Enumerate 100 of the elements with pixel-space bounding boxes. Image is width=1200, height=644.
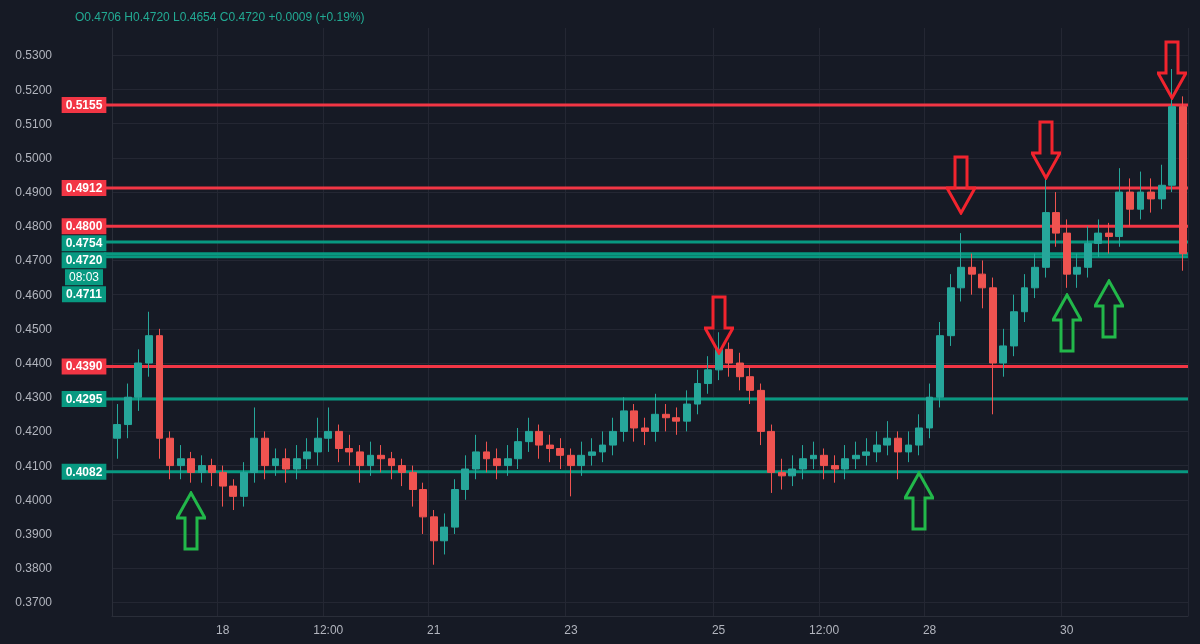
y-tick-label: 0.4300	[15, 390, 53, 405]
candlestick	[504, 444, 512, 477]
y-tick-label: 0.4600	[15, 287, 53, 302]
candlestick	[672, 406, 680, 436]
candlestick	[1179, 95, 1187, 272]
candlestick	[1031, 253, 1039, 299]
candlestick	[736, 352, 744, 391]
candlestick	[303, 437, 311, 470]
candlestick	[261, 430, 269, 480]
x-tick-label: 25	[711, 623, 726, 637]
ref-line-label: 0.4720	[65, 253, 103, 268]
candlestick	[831, 454, 839, 484]
candlestick	[725, 342, 733, 378]
candlestick	[1115, 167, 1123, 248]
y-tick-label: 0.5000	[15, 150, 53, 165]
candlestick	[293, 444, 301, 480]
x-tick-label: 18	[216, 623, 230, 637]
candlestick	[1073, 253, 1081, 289]
candlestick	[345, 434, 353, 467]
candlestick	[124, 383, 132, 439]
candlestick	[683, 389, 691, 432]
candlestick	[556, 437, 564, 470]
y-tick-label: 0.4900	[15, 185, 53, 200]
candlestick	[1137, 171, 1144, 220]
candlestick	[229, 478, 237, 511]
candlestick	[282, 447, 290, 484]
y-tick-label: 0.4000	[15, 492, 53, 507]
candlestick	[250, 406, 258, 484]
candlestick	[483, 441, 490, 473]
candlestick	[799, 444, 807, 480]
candlestick	[757, 383, 765, 446]
candlestick	[240, 461, 248, 508]
candlestick	[1126, 177, 1134, 227]
text: 08:03	[68, 270, 100, 285]
legend-label: 0.4711	[65, 287, 103, 302]
candlestick	[862, 437, 870, 467]
y-tick-label: 0.3900	[15, 526, 53, 541]
candlestick	[314, 417, 322, 467]
candlestick	[915, 413, 923, 456]
candlestick	[841, 444, 849, 480]
y-tick-label: 0.4400	[15, 356, 53, 371]
candlestick	[599, 430, 606, 463]
x-tick-label: 21	[427, 623, 441, 637]
candlestick	[335, 424, 343, 463]
candlestick	[451, 478, 459, 535]
candlestick	[493, 447, 501, 480]
candlestick	[398, 458, 406, 487]
candlestick	[166, 430, 174, 480]
candlestick	[778, 458, 786, 491]
candlestick	[767, 424, 775, 494]
candlestick	[1084, 225, 1092, 279]
candlestick	[356, 444, 364, 484]
ref-line-label: 0.4754	[65, 236, 103, 251]
candlestick	[419, 482, 427, 535]
y-tick-label: 0.4100	[15, 458, 53, 473]
x-tick-label: 12:00	[313, 623, 344, 637]
candlestick	[134, 348, 142, 412]
candlestick	[1021, 273, 1028, 323]
y-tick-label: 0.5100	[15, 116, 53, 131]
candlestick	[788, 454, 796, 487]
y-tick-label: 0.3700	[15, 595, 53, 610]
candlestick	[514, 427, 522, 470]
candlestick	[630, 403, 638, 443]
candlestick	[472, 434, 480, 480]
candlestick	[968, 253, 976, 296]
candlestick	[894, 430, 902, 480]
candlestick	[1105, 222, 1113, 255]
candlestick	[409, 465, 417, 508]
candlestick	[525, 417, 533, 453]
y-tick-label: 0.4700	[15, 253, 53, 268]
x-tick-label: 23	[564, 623, 578, 637]
candlestick	[219, 465, 227, 508]
y-tick-label: 0.4200	[15, 424, 53, 439]
ref-line-label: 0.5155	[65, 97, 103, 112]
candlestick	[367, 441, 374, 477]
y-tick-label: 0.5300	[15, 48, 53, 63]
candlestick	[905, 430, 912, 463]
candlestick	[324, 406, 332, 453]
candlestick	[947, 273, 955, 347]
candlestick	[810, 441, 817, 470]
candlestick	[989, 277, 997, 415]
candlestick	[177, 444, 185, 480]
candlestick	[1052, 191, 1060, 248]
candlestick	[187, 451, 195, 484]
candlestick	[694, 369, 701, 415]
candlestick	[651, 393, 659, 443]
candlestick	[145, 311, 153, 378]
y-tick-label: 0.5200	[15, 82, 53, 97]
candlestick	[156, 328, 163, 460]
chart-title: O0.4706 H0.4720 L0.4654 C0.4720 +0.0009 (+0.19%)	[75, 10, 365, 24]
candlestick	[1168, 68, 1176, 193]
candlestick	[377, 444, 385, 473]
y-tick-label: 0.3800	[15, 561, 53, 576]
candlestick	[577, 441, 585, 477]
candlestick	[535, 424, 543, 460]
ref-line-label: 0.4082	[65, 464, 103, 479]
candlestick	[820, 447, 828, 480]
candlestick	[609, 417, 617, 456]
candlestick	[1042, 177, 1050, 279]
candlestick	[926, 383, 933, 439]
